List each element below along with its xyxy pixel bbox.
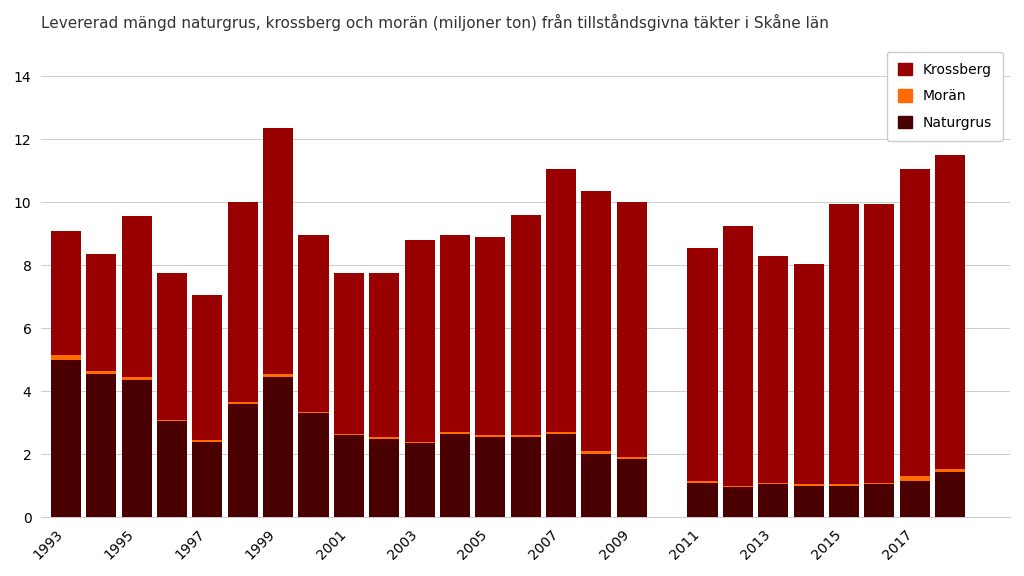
Bar [227,404,258,517]
Bar [794,264,823,484]
Bar [122,217,152,377]
Bar [404,442,434,444]
Bar [298,235,329,412]
Bar [227,402,258,404]
Bar [828,204,859,484]
Bar [864,483,894,484]
Bar [370,437,399,438]
Bar [582,454,611,517]
Bar [263,374,293,377]
Bar [723,486,753,487]
Bar [193,295,222,440]
Bar [616,459,647,517]
Bar [122,377,152,380]
Bar [864,204,894,483]
Bar [475,437,505,517]
Bar [828,484,859,486]
Bar [511,215,541,435]
Bar [263,128,293,374]
Bar [475,435,505,437]
Bar [157,420,187,421]
Bar [546,434,577,517]
Bar [334,435,364,517]
Bar [51,230,81,355]
Bar [546,432,577,434]
Bar [86,371,117,374]
Bar [122,380,152,517]
Bar [86,374,117,517]
Bar [546,169,577,432]
Bar [404,240,434,442]
Bar [758,484,788,517]
Bar [227,202,258,402]
Bar [51,360,81,517]
Bar [935,472,965,517]
Bar [475,237,505,435]
Bar [935,468,965,472]
Bar [511,435,541,437]
Bar [298,414,329,517]
Bar [687,248,718,481]
Legend: Krossberg, Morän, Naturgrus: Krossberg, Morän, Naturgrus [887,51,1004,141]
Bar [263,377,293,517]
Bar [900,481,930,517]
Bar [51,355,81,360]
Bar [687,483,718,517]
Text: Levererad mängd naturgrus, krossberg och morän (miljoner ton) från tillståndsgiv: Levererad mängd naturgrus, krossberg och… [41,14,829,31]
Bar [404,444,434,517]
Bar [864,484,894,517]
Bar [370,273,399,437]
Bar [511,437,541,517]
Bar [440,432,470,434]
Bar [935,155,965,468]
Bar [193,442,222,517]
Bar [440,434,470,517]
Bar [298,412,329,414]
Bar [157,273,187,420]
Bar [193,440,222,442]
Bar [334,434,364,435]
Bar [334,273,364,434]
Bar [616,202,647,457]
Bar [723,487,753,517]
Bar [794,486,823,517]
Bar [582,191,611,451]
Bar [723,226,753,486]
Bar [440,235,470,432]
Bar [370,438,399,517]
Bar [86,254,117,371]
Bar [794,484,823,486]
Bar [616,457,647,459]
Bar [900,169,930,476]
Bar [900,476,930,481]
Bar [157,421,187,517]
Bar [758,483,788,484]
Bar [582,451,611,454]
Bar [687,481,718,483]
Bar [758,256,788,483]
Bar [828,486,859,517]
